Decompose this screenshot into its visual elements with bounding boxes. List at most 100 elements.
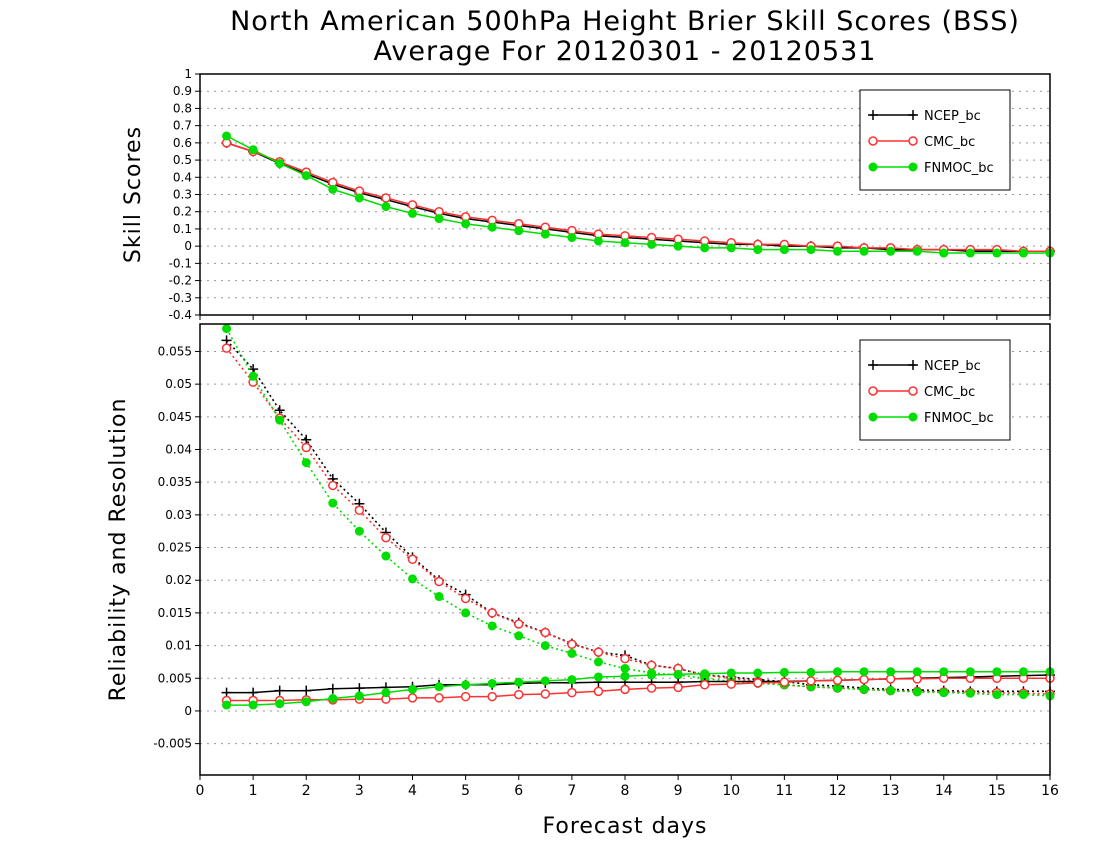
data-point	[912, 667, 922, 677]
data-point	[673, 241, 683, 251]
data-point	[886, 667, 896, 677]
data-point	[248, 371, 258, 381]
data-point	[514, 226, 524, 236]
y-tick-label: 0.5	[173, 153, 192, 167]
data-point	[381, 551, 391, 561]
y-tick-label: 0.02	[165, 573, 192, 587]
x-tick-label: 7	[567, 783, 576, 799]
data-point	[221, 343, 232, 353]
y-tick-label: 0.05	[165, 377, 192, 391]
data-point	[647, 670, 657, 680]
legend-item-fnmoc-bc: FNMOC_bc	[868, 161, 994, 176]
x-tick-label: 6	[514, 783, 523, 799]
chart-title: North American 500hPa Height Brier Skill…	[230, 6, 1020, 37]
data-point	[407, 554, 418, 565]
legend-label: CMC_bc	[924, 385, 975, 400]
data-point	[700, 243, 710, 253]
y-tick-label: 0.4	[173, 170, 192, 184]
data-point	[248, 145, 258, 155]
data-point	[567, 639, 577, 650]
legend-item-ncep-bc: NCEP_bc	[868, 359, 981, 374]
plot-frame	[199, 73, 1051, 316]
x-tick-label: 14	[935, 783, 953, 799]
data-point	[992, 667, 1002, 677]
data-point	[328, 184, 338, 194]
legend-label: NCEP_bc	[924, 359, 981, 374]
data-point	[222, 131, 232, 141]
y-tick-label: 0.055	[158, 344, 192, 358]
series-line	[226, 674, 1051, 694]
data-point	[593, 686, 604, 697]
data-point	[726, 679, 736, 689]
legend-item-cmc-bc: CMC_bc	[868, 135, 975, 150]
x-tick-label: 15	[988, 783, 1006, 799]
data-point	[832, 675, 843, 685]
data-point	[753, 668, 763, 678]
data-point	[673, 682, 683, 693]
y-tick-label: 0.035	[158, 475, 192, 489]
data-point	[354, 526, 364, 536]
data-point	[859, 246, 869, 256]
data-point	[381, 193, 391, 203]
data-point	[407, 693, 418, 703]
data-point	[460, 593, 471, 604]
series-line	[225, 347, 1051, 695]
data-point	[487, 691, 497, 702]
data-point	[540, 627, 551, 638]
y-tick-label: 0.04	[165, 442, 192, 456]
data-point	[833, 667, 842, 677]
plot-area	[221, 324, 1055, 710]
x-tick-label: 12	[829, 783, 847, 799]
data-point	[992, 690, 1002, 700]
data-point	[620, 653, 630, 664]
data-point	[381, 202, 391, 212]
data-point	[301, 697, 311, 707]
data-point	[354, 505, 365, 516]
y-tick-label: 0.015	[158, 606, 192, 620]
data-point	[753, 678, 763, 688]
data-point	[700, 669, 710, 679]
data-point	[939, 248, 949, 258]
legend-marker	[908, 386, 918, 396]
data-point	[886, 246, 896, 256]
x-tick-label: 3	[355, 783, 364, 799]
data-point	[593, 647, 604, 657]
x-tick-label: 1	[249, 783, 258, 799]
data-point	[460, 691, 471, 702]
data-point	[301, 171, 311, 181]
legend-box	[859, 339, 1011, 441]
data-point	[620, 671, 630, 681]
y-tick-label: -0.4	[169, 308, 192, 322]
data-point	[779, 677, 790, 687]
data-point	[965, 688, 975, 698]
x-tick-label: 5	[461, 783, 470, 799]
legend-label: FNMOC_bc	[924, 411, 994, 426]
data-point	[434, 576, 444, 587]
data-point	[328, 694, 338, 704]
y-tick-label: -0.1	[169, 256, 192, 270]
x-tick-label: 4	[408, 783, 417, 799]
legend-label: FNMOC_bc	[924, 161, 994, 176]
data-point	[540, 689, 551, 699]
data-point	[965, 248, 975, 258]
data-point	[434, 693, 444, 703]
data-point	[620, 238, 630, 248]
data-point	[301, 442, 311, 453]
reliability-resolution-panel: -0.005 0 0.005 0.01 0.015 0.02 0.025 0.03 0.035 0…	[106, 323, 1059, 839]
y-tick-label: 0.1	[173, 222, 192, 236]
data-point	[381, 688, 391, 698]
y-axis-label: Skill Scores	[121, 126, 146, 263]
data-point	[381, 532, 391, 543]
data-point	[274, 685, 285, 696]
data-point	[408, 574, 417, 584]
data-point	[354, 193, 364, 203]
data-point	[328, 498, 338, 508]
data-point	[1018, 248, 1028, 258]
legend-marker	[868, 360, 878, 370]
y-tick-label: 0.7	[173, 119, 192, 133]
data-point	[567, 687, 577, 698]
data-point	[487, 678, 497, 688]
x-tick-label: 11	[775, 783, 793, 799]
series-ncep-bc-reliability	[221, 669, 1055, 698]
data-point	[806, 245, 816, 255]
